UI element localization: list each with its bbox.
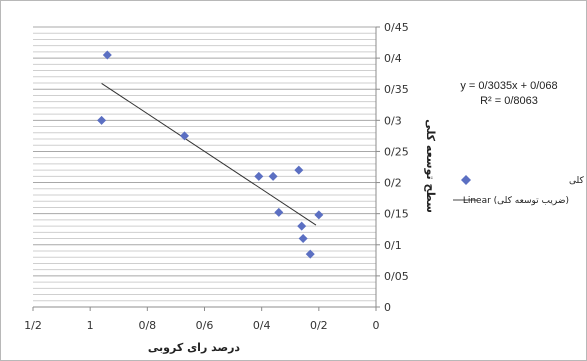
data-point <box>274 207 284 217</box>
gridlines <box>33 26 376 308</box>
x-tick-label: 1/2 <box>24 319 42 332</box>
data-point <box>298 234 308 244</box>
x-tick-label: 1 <box>87 319 94 332</box>
data-points <box>97 50 324 259</box>
x-tick-label: 0/4 <box>253 319 271 332</box>
legend-label-trendline: Linear (ضریب توسعه کلی) <box>463 196 569 206</box>
x-tick-label: 0/8 <box>138 319 156 332</box>
x-tick-label: 0 <box>373 319 380 332</box>
y-tick-label: 0 <box>384 301 391 314</box>
y-axis-title: سطح توسعه کلی <box>424 119 437 213</box>
legend-diamond-marker <box>461 175 471 185</box>
legend: ضریب توسعه کلی Linear (ضریب توسعه کلی) <box>453 175 586 206</box>
trendline-equation: y = 0/3035x + 0/068 <box>460 80 557 92</box>
data-point <box>294 165 304 175</box>
data-point <box>305 249 315 259</box>
data-point <box>268 171 278 181</box>
x-tick-labels: 0 0/2 0/4 0/6 0/8 1 1/2 <box>24 319 379 332</box>
y-tick-label: 0/05 <box>384 270 409 283</box>
y-tick-label: 0/4 <box>384 52 402 65</box>
y-tick-labels: 0 0/05 0/1 0/15 0/2 0/25 0/3 0/35 0/4 0/45 <box>384 21 409 314</box>
x-tick-label: 0/6 <box>196 319 214 332</box>
x-axis-title: درصد رای کروبی <box>148 341 240 354</box>
data-point <box>297 221 307 231</box>
data-point <box>179 131 189 141</box>
axes <box>32 26 380 311</box>
y-tick-label: 0/1 <box>384 239 402 252</box>
trendline <box>101 82 317 226</box>
data-point <box>97 115 107 125</box>
data-point <box>314 210 324 220</box>
x-tick-label: 0/2 <box>310 319 328 332</box>
y-tick-label: 0/2 <box>384 177 402 190</box>
y-tick-label: 0/35 <box>384 83 409 96</box>
data-point <box>254 171 264 181</box>
r-squared-value: R² = 0/8063 <box>480 95 538 107</box>
y-tick-label: 0/25 <box>384 145 409 158</box>
trendline-group <box>101 82 317 226</box>
y-tick-label: 0/3 <box>384 114 402 127</box>
y-tick-label: 0/15 <box>384 208 409 221</box>
legend-label-series: ضریب توسعه کلی <box>569 176 586 186</box>
y-tick-label: 0/45 <box>384 21 409 34</box>
data-point <box>102 50 112 60</box>
